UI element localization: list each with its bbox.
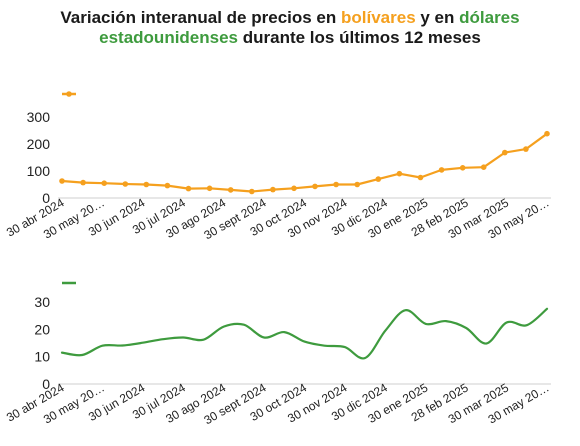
y-tick-label: 30 — [34, 294, 50, 310]
data-point — [270, 186, 276, 193]
y-tick-label: 0 — [42, 376, 50, 392]
data-point — [480, 164, 487, 170]
series-line — [60, 132, 549, 193]
data-point — [438, 167, 445, 173]
data-point — [249, 188, 255, 195]
title-text-2: y en — [415, 8, 460, 27]
data-point — [502, 149, 508, 156]
data-point — [185, 185, 192, 192]
data-point — [417, 174, 424, 181]
y-tick-label: 200 — [27, 136, 51, 152]
title-estadounidenses: estadounidenses — [99, 28, 239, 47]
data-point — [164, 182, 171, 189]
y-tick-label: 10 — [34, 349, 50, 365]
data-point — [206, 185, 213, 192]
legend-marker — [66, 91, 72, 97]
data-point — [375, 176, 382, 182]
y-tick-label: 300 — [27, 109, 51, 125]
y-tick-label: 100 — [27, 163, 51, 179]
data-point — [59, 178, 65, 184]
data-point — [122, 181, 129, 187]
data-point — [354, 181, 361, 188]
y-tick-label: 0 — [42, 190, 50, 206]
data-point — [101, 180, 107, 186]
data-point — [291, 185, 297, 192]
data-point — [143, 181, 150, 188]
title-text-1: Variación interanual de precios en — [60, 8, 341, 27]
data-point — [227, 187, 234, 193]
data-point — [80, 179, 86, 186]
data-point — [396, 170, 403, 177]
title-dolares: dólares — [459, 8, 520, 27]
series-line — [60, 307, 549, 360]
title-bolivares: bolívares — [341, 8, 416, 27]
y-tick-label: 20 — [34, 321, 50, 337]
chart-title: Variación interanual de precios en bolív… — [0, 8, 580, 48]
data-point — [523, 146, 529, 152]
data-point — [459, 165, 466, 171]
data-point — [544, 130, 550, 137]
title-text-3: durante los últimos 12 meses — [242, 28, 481, 47]
data-point — [333, 181, 339, 188]
data-point — [312, 183, 318, 190]
